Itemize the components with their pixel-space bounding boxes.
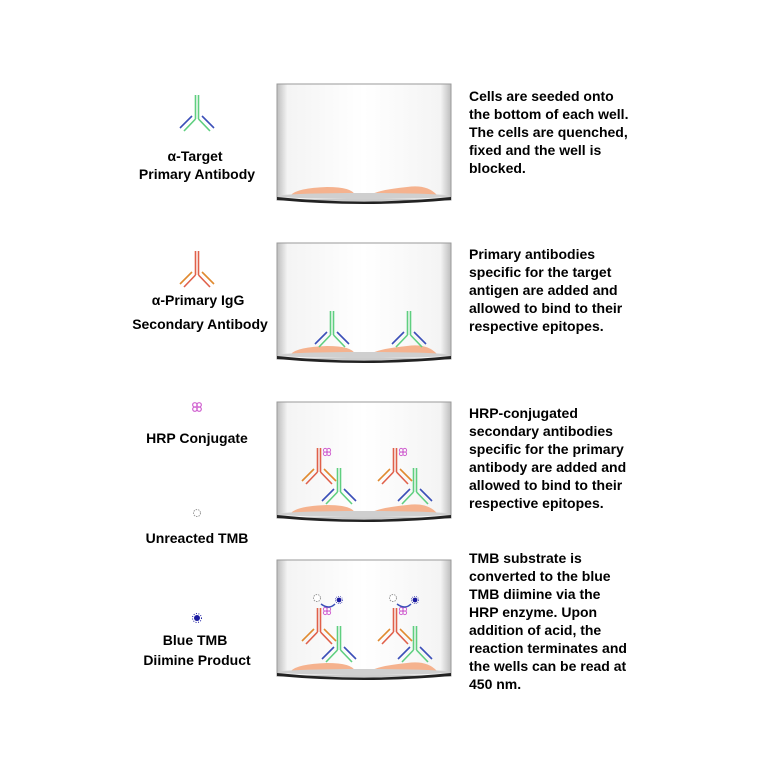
description-line: the wells can be read at [469, 658, 627, 674]
unreacted-tmb [313, 594, 321, 602]
description-line: addition of acid, the [469, 622, 601, 638]
label-line: Diimine Product [143, 652, 251, 668]
description-line: respective epitopes. [469, 318, 604, 334]
step-description-1: Cells are seeded onto the bottom of each … [469, 88, 628, 176]
step-description-2: Primary antibodies specific for the targe… [469, 246, 623, 334]
unreacted-tmb-icon [193, 509, 201, 517]
conversion-arrow [320, 603, 336, 608]
step-description-3: HRP-conjugated secondary antibodies specif… [469, 405, 626, 511]
label-line: Primary Antibody [139, 166, 255, 182]
label-line: Unreacted TMB [146, 530, 249, 546]
description-line: the bottom of each well. [469, 106, 628, 122]
label-line: α-Target [168, 148, 223, 164]
description-line: HRP enzyme. Upon [469, 604, 597, 620]
well-step-1 [276, 83, 452, 205]
well-step-4 [276, 559, 452, 681]
description-line: secondary antibodies [469, 423, 613, 439]
description-line: 450 nm. [469, 676, 521, 692]
description-line: TMB substrate is [469, 550, 582, 566]
well-step-2 [276, 242, 452, 364]
description-line: fixed and the well is [469, 142, 601, 158]
legend-label-hrp: HRP Conjugate [146, 430, 248, 446]
description-line: antigen are added and [469, 282, 618, 298]
blue-tmb-icon [192, 613, 202, 623]
description-line: antibody are added and [469, 459, 626, 475]
label-line: Blue TMB [163, 632, 228, 648]
description-line: TMB diimine via the [469, 586, 601, 602]
well-step-3 [276, 401, 452, 523]
description-line: HRP-conjugated [469, 405, 578, 421]
step-description-4: TMB substrate is converted to the blue TMB… [469, 550, 627, 692]
hrp-conjugate-icon [192, 402, 202, 412]
legend-label-secondary: α-Primary IgG Secondary Antibody [132, 292, 268, 332]
description-line: allowed to bind to their [469, 477, 623, 493]
description-line: Primary antibodies [469, 246, 595, 262]
conversion-arrow [396, 603, 412, 608]
unreacted-tmb [389, 594, 397, 602]
legend-label-blue-tmb: Blue TMB Diimine Product [143, 632, 251, 668]
primary-antibody-icon [179, 94, 215, 132]
label-line: HRP Conjugate [146, 430, 248, 446]
legend-label-primary: α-Target Primary Antibody [139, 148, 255, 182]
description-line: converted to the blue [469, 568, 611, 584]
description-line: specific for the primary [469, 441, 624, 457]
description-line: reaction terminates and [469, 640, 627, 656]
label-line: α-Primary IgG [152, 292, 245, 308]
secondary-antibody-icon [179, 250, 215, 288]
description-line: blocked. [469, 160, 526, 176]
description-line: allowed to bind to their [469, 300, 623, 316]
description-line: Cells are seeded onto [469, 88, 614, 104]
description-line: The cells are quenched, [469, 124, 628, 140]
description-line: respective epitopes. [469, 495, 604, 511]
label-line: Secondary Antibody [132, 316, 268, 332]
description-line: specific for the target [469, 264, 612, 280]
legend-label-unreacted-tmb: Unreacted TMB [146, 530, 249, 546]
